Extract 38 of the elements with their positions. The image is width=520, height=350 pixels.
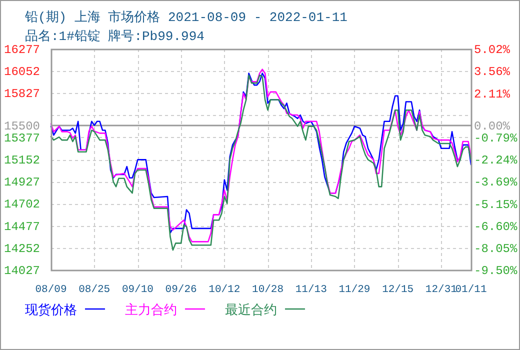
y2-tick-label: -2.24%: [474, 154, 518, 168]
x-tick-label: 12/15: [382, 284, 414, 296]
y-tick-label: 16052: [4, 65, 40, 80]
y2-tick-label: -8.05%: [474, 242, 518, 256]
y-tick-label: 14477: [4, 220, 40, 234]
x-tick-label: 09/26: [165, 284, 197, 296]
x-tick-label: 12/31: [425, 284, 457, 296]
legend-label: 最近合约: [225, 303, 277, 318]
y-tick-label: 14252: [4, 242, 40, 256]
x-tick-label: 10/28: [252, 284, 284, 296]
y2-tick-label: -5.15%: [474, 198, 518, 212]
x-tick-label: 08/09: [35, 284, 67, 296]
y-tick-label: 15152: [4, 154, 40, 168]
y-tick-label: 14702: [4, 198, 40, 212]
y-tick-label: 15377: [4, 131, 40, 146]
y2-tick-label: 3.56%: [474, 65, 511, 80]
y2-tick-label: -9.50%: [474, 264, 518, 278]
y2-tick-label: -0.79%: [474, 131, 518, 146]
x-tick-label: 11/29: [338, 284, 370, 296]
y2-tick-label: 5.02%: [474, 43, 511, 57]
y2-tick-label: 0.00%: [474, 119, 511, 134]
x-tick-label: 11/13: [295, 284, 327, 296]
chart-title: 铅(期) 上海 市场价格 2021-08-09 - 2022-01-11: [24, 10, 348, 25]
y2-tick-label: -3.69%: [474, 176, 518, 190]
x-tick-label: 08/25: [78, 284, 110, 296]
legend-label: 主力合约: [125, 302, 177, 318]
y-tick-label: 15827: [4, 87, 40, 102]
y-tick-label: 16277: [4, 43, 40, 57]
y-tick-label: 15500: [4, 119, 40, 134]
chart-subtitle: 品名:1#铅锭 牌号:Pb99.994: [25, 29, 205, 44]
y-tick-label: 14927: [4, 176, 40, 190]
y2-tick-label: -6.60%: [474, 220, 518, 234]
x-tick-label: 01/11: [455, 284, 487, 296]
x-tick-label: 10/12: [208, 284, 240, 296]
y-tick-label: 14027: [4, 264, 40, 278]
y2-tick-label: 2.11%: [474, 87, 511, 102]
legend-label: 现货价格: [25, 303, 77, 318]
x-tick-label: 09/10: [122, 284, 154, 296]
